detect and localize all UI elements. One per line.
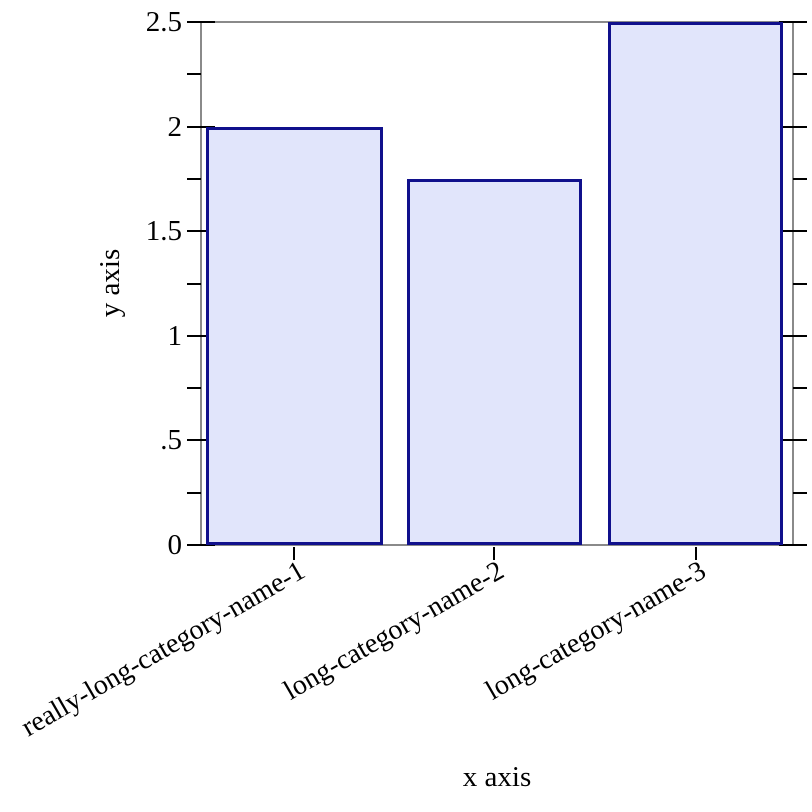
x-category-label: long-category-name-2 — [278, 555, 510, 707]
y-major-tick-left — [187, 125, 215, 128]
y-minor-tick-right — [793, 387, 807, 390]
y-major-tick-right — [779, 230, 807, 233]
y-major-tick-left — [187, 21, 215, 23]
y-minor-tick-right — [793, 177, 807, 180]
y-minor-tick-left — [187, 491, 201, 494]
x-category-tick — [694, 547, 697, 560]
plot-top-border — [200, 21, 794, 23]
y-tick-label: 2 — [167, 110, 183, 143]
y-minor-tick-right — [793, 73, 807, 76]
y-major-tick-right — [779, 125, 807, 128]
bar — [406, 178, 582, 545]
x-category-label: really-long-category-name-1 — [15, 555, 310, 743]
y-minor-tick-left — [187, 387, 201, 390]
bar — [608, 22, 783, 545]
x-category-tick — [293, 547, 296, 560]
y-minor-tick-left — [187, 73, 201, 76]
y-major-tick-left — [187, 544, 215, 546]
y-axis-title: y axis — [94, 248, 126, 318]
y-minor-tick-right — [793, 491, 807, 494]
y-axis-line — [200, 22, 202, 545]
y-minor-tick-right — [793, 282, 807, 285]
y-major-tick-right — [779, 334, 807, 337]
y-tick-label: 1 — [167, 319, 183, 352]
y-tick-label: 0 — [167, 529, 183, 561]
x-category-label: long-category-name-3 — [480, 555, 711, 707]
y-minor-tick-left — [187, 177, 201, 180]
y-minor-tick-left — [187, 282, 201, 285]
x-category-tick — [493, 547, 496, 560]
y-major-tick-left — [187, 439, 215, 442]
y-major-tick-left — [187, 334, 215, 337]
x-axis-line — [200, 544, 794, 546]
y-major-tick-right — [779, 544, 807, 546]
y-tick-label: 1.5 — [145, 215, 182, 248]
bar — [206, 126, 383, 545]
x-axis-title: x axis — [462, 761, 532, 793]
y-major-tick-right — [779, 21, 807, 23]
y-tick-label: .5 — [160, 424, 182, 457]
y-tick-label: 2.5 — [145, 6, 182, 38]
y-major-tick-left — [187, 230, 215, 233]
y-major-tick-right — [779, 439, 807, 442]
